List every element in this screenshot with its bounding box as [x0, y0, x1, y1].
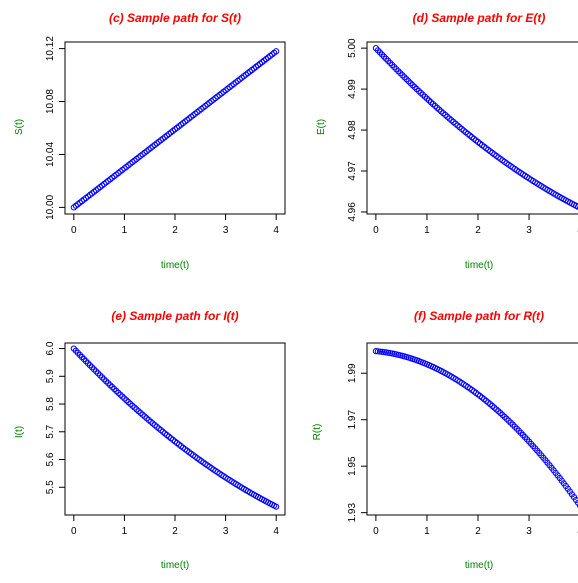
y-tick-label: 5.5	[45, 480, 56, 494]
chart-title: (e) Sample path for I(t)	[111, 309, 238, 323]
y-tick-label: 1.95	[347, 456, 358, 476]
x-tick-label: 0	[71, 526, 77, 537]
panel-sample-path-r: (f) Sample path for R(t) time(t) R(t) 0 1…	[312, 309, 578, 571]
x-tick-label: 0	[71, 225, 77, 236]
sample-path-points	[373, 349, 578, 509]
y-tick-label: 4.96	[347, 202, 358, 222]
chart-title: (f) Sample path for R(t)	[414, 309, 544, 323]
x-tick-label: 2	[172, 225, 178, 236]
x-tick-label: 4	[273, 225, 279, 236]
plot-frame	[65, 343, 285, 515]
x-tick-label: 3	[223, 526, 229, 537]
x-tick-label: 3	[526, 526, 532, 537]
x-tick-label: 2	[475, 225, 481, 236]
chart-title: (c) Sample path for S(t)	[109, 11, 241, 25]
x-tick-label: 2	[475, 526, 481, 537]
plot-frame	[367, 343, 578, 515]
y-tick-label: 5.9	[45, 369, 56, 383]
plot-area: 0 1 2 3 4 10.00 10.04 10.08 10.12	[45, 36, 285, 236]
y-tick-label: 10.04	[45, 142, 56, 167]
y-tick-label: 1.93	[347, 503, 358, 523]
sample-path-points	[71, 49, 279, 210]
y-tick-label: 10.12	[45, 36, 56, 61]
sample-path-points	[373, 46, 578, 211]
x-tick-label: 3	[526, 225, 532, 236]
x-axis-label: time(t)	[465, 260, 493, 271]
x-axis-label: time(t)	[161, 260, 189, 271]
y-tick-label: 5.6	[45, 452, 56, 466]
y-tick-label: 4.99	[347, 79, 358, 99]
y-tick-label: 1.99	[347, 363, 358, 383]
x-tick-label: 4	[273, 526, 279, 537]
x-tick-label: 0	[373, 225, 379, 236]
chart-title: (d) Sample path for E(t)	[413, 11, 546, 25]
y-tick-label: 10.00	[45, 194, 56, 219]
x-tick-label: 1	[424, 225, 430, 236]
y-tick-label: 6.0	[45, 341, 56, 355]
x-tick-label: 2	[172, 526, 178, 537]
y-tick-label: 10.08	[45, 89, 56, 114]
y-tick-label: 4.97	[347, 161, 358, 181]
plot-area: 012344.964.974.984.995.00	[347, 38, 578, 236]
x-axis-label: time(t)	[465, 560, 493, 571]
y-axis-label: E(t)	[316, 119, 327, 135]
y-axis-label: I(t)	[14, 426, 25, 438]
y-tick-label: 1.97	[347, 410, 358, 430]
panel-sample-path-s: (c) Sample path for S(t) time(t) S(t) 0 1…	[14, 11, 285, 271]
sample-path-points	[71, 346, 279, 509]
x-tick-label: 1	[122, 225, 128, 236]
y-tick-label: 5.7	[45, 424, 56, 438]
panel-sample-path-e: (d) Sample path for E(t) time(t) E(t) 0 1…	[316, 11, 578, 271]
x-tick-label: 0	[373, 526, 379, 537]
plot-area: 0 1 2 3 4 5.5 5.6 5.7 5.8 5.9 6.0	[45, 341, 285, 537]
y-tick-label: 5.00	[347, 38, 358, 58]
x-tick-label: 3	[223, 225, 229, 236]
x-axis-label: time(t)	[161, 560, 189, 571]
y-axis-label: S(t)	[14, 119, 25, 135]
y-axis-label: R(t)	[312, 424, 323, 441]
panel-sample-path-i: (e) Sample path for I(t) time(t) I(t) 0 1…	[14, 309, 285, 571]
x-tick-label: 1	[122, 526, 128, 537]
y-tick-label: 5.8	[45, 397, 56, 411]
y-tick-label: 4.98	[347, 120, 358, 140]
x-tick-label: 1	[424, 526, 430, 537]
